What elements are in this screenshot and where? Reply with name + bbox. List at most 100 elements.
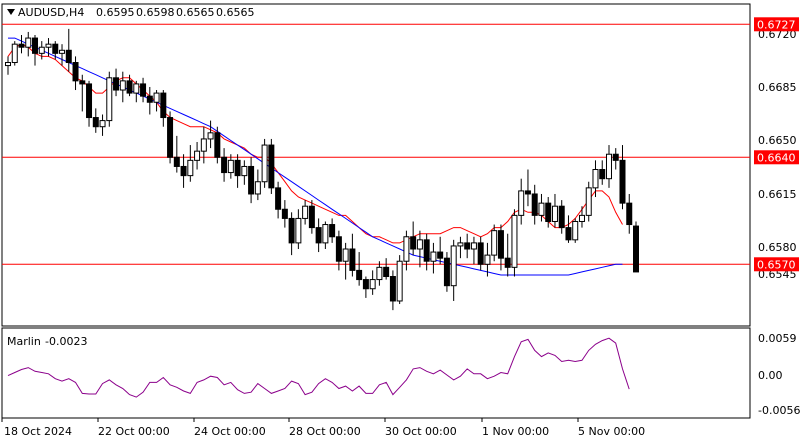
candle xyxy=(362,276,369,298)
time-tick: 18 Oct 2024 xyxy=(4,425,72,438)
high-value: 0.6598 xyxy=(136,6,175,19)
candle xyxy=(491,224,498,262)
indicator-tick: 0.0059 xyxy=(758,332,797,345)
candle xyxy=(11,41,18,66)
candle xyxy=(430,242,437,274)
candle xyxy=(376,261,383,286)
candle xyxy=(234,154,241,188)
time-tick: 1 Nov 00:00 xyxy=(482,425,549,438)
candle xyxy=(308,200,315,234)
symbol-label: AUDUSD,H4 xyxy=(18,6,84,19)
time-tick: 22 Oct 00:00 xyxy=(98,425,170,438)
candle xyxy=(140,77,147,103)
candle xyxy=(633,221,639,273)
level-label: 0.6727 xyxy=(757,18,796,31)
level-label: 0.6570 xyxy=(757,258,796,271)
candle xyxy=(45,38,52,57)
candle xyxy=(113,68,120,97)
candle xyxy=(254,169,261,201)
candle xyxy=(281,200,288,228)
candle xyxy=(133,80,140,103)
candle xyxy=(227,154,234,179)
marlin-line xyxy=(7,337,630,398)
candle xyxy=(592,160,599,198)
candle xyxy=(545,197,552,228)
candle xyxy=(329,218,336,243)
open-value: 0.6595 xyxy=(96,6,135,19)
level-label-box xyxy=(754,17,799,32)
candle xyxy=(18,35,25,54)
time-tick: 28 Oct 00:00 xyxy=(289,425,361,438)
candle xyxy=(572,218,579,243)
level-label: 0.6640 xyxy=(757,151,796,164)
level-label-box xyxy=(754,257,799,272)
time-tick: 5 Nov 00:00 xyxy=(578,425,645,438)
candle xyxy=(214,126,221,164)
candle xyxy=(261,138,268,188)
candle xyxy=(538,193,545,222)
candle xyxy=(38,41,45,60)
candle xyxy=(599,160,606,185)
candle xyxy=(173,135,180,173)
candle xyxy=(200,126,207,164)
candle xyxy=(119,71,126,103)
candle xyxy=(180,154,187,188)
price-tick: 0.6685 xyxy=(758,81,797,94)
candle xyxy=(160,90,167,127)
candle xyxy=(25,31,32,57)
low-value: 0.6565 xyxy=(176,6,215,19)
candle xyxy=(342,242,349,280)
candle xyxy=(457,236,464,259)
indicator-name: Marlin xyxy=(7,335,41,348)
close-value: 0.6565 xyxy=(216,6,255,19)
candle xyxy=(187,145,194,182)
candle xyxy=(106,71,113,127)
candle xyxy=(518,178,525,225)
candle xyxy=(288,212,295,256)
time-axis: 18 Oct 2024 22 Oct 00:00 24 Oct 00:00 28… xyxy=(1,418,645,438)
candle xyxy=(5,56,11,75)
main-chart-frame xyxy=(1,3,751,327)
candle xyxy=(65,28,72,72)
candle xyxy=(72,56,79,91)
candle xyxy=(356,252,363,286)
candle xyxy=(619,145,626,210)
candle xyxy=(578,206,585,228)
candle xyxy=(79,74,86,112)
indicator-tick: 0.00 xyxy=(758,369,783,382)
candle xyxy=(349,233,356,277)
candle xyxy=(477,236,484,271)
candle xyxy=(268,138,275,194)
candle xyxy=(410,221,417,256)
candle xyxy=(92,108,99,133)
indicator-tick: -0.0056 xyxy=(758,404,800,417)
candle xyxy=(464,233,471,259)
candle xyxy=(32,35,39,66)
candle xyxy=(437,236,444,265)
candle xyxy=(558,200,565,234)
candle xyxy=(146,86,153,115)
indicator-value: -0.0023 xyxy=(45,335,87,348)
candle xyxy=(605,145,612,188)
dropdown-triangle-icon[interactable] xyxy=(7,9,15,15)
candle xyxy=(497,224,504,271)
candle xyxy=(511,209,518,277)
candle xyxy=(531,184,538,225)
level-lines xyxy=(2,23,750,265)
candle xyxy=(450,239,457,301)
candle xyxy=(207,120,214,149)
candle xyxy=(295,209,302,249)
candle xyxy=(389,270,396,311)
candle xyxy=(194,142,201,170)
candle xyxy=(585,181,592,222)
candle xyxy=(86,80,93,127)
candle xyxy=(322,221,329,249)
candles xyxy=(5,28,639,311)
candle xyxy=(99,114,106,136)
candle xyxy=(551,193,558,228)
candle xyxy=(248,157,255,204)
candle xyxy=(504,233,511,277)
candle xyxy=(275,181,282,219)
indicator-frame xyxy=(1,327,751,419)
